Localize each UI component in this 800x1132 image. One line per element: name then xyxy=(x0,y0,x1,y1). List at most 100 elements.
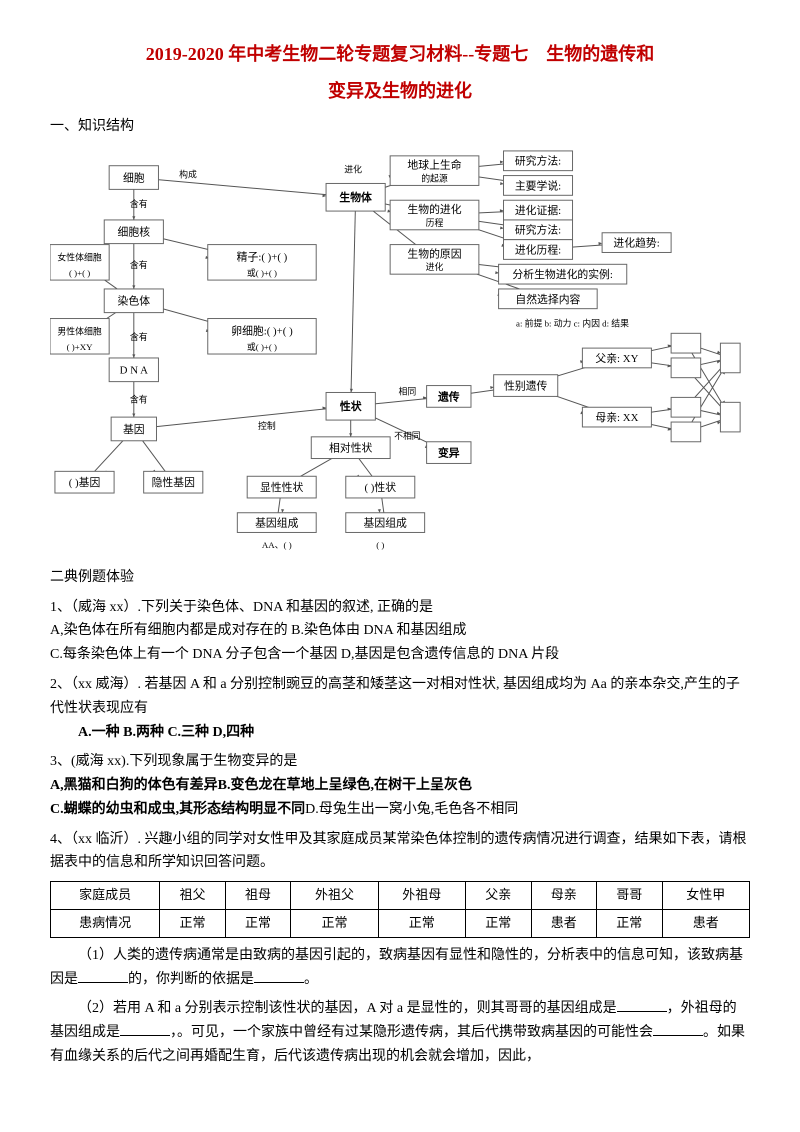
svg-text:进化: 进化 xyxy=(426,261,444,272)
table-data-cell: 正常 xyxy=(597,910,663,938)
svg-text:相对性状: 相对性状 xyxy=(329,441,372,455)
svg-text:含有: 含有 xyxy=(130,259,148,270)
table-header-cell: 家庭成员 xyxy=(51,882,160,910)
svg-text:( ): ( ) xyxy=(376,540,384,550)
blank-field[interactable] xyxy=(254,969,304,983)
svg-text:分析生物进化的实例:: 分析生物进化的实例: xyxy=(512,267,612,281)
svg-text:男性体细胞: 男性体细胞 xyxy=(57,325,101,336)
svg-text:不相同: 不相同 xyxy=(394,430,421,441)
svg-text:( )性状: ( )性状 xyxy=(364,480,396,494)
svg-text:或( )+( ): 或( )+( ) xyxy=(247,341,277,352)
svg-text:性别遗传: 性别遗传 xyxy=(504,378,547,392)
sq2-text-a: 若用 A 和 a 分别表示控制该性状的基因，A 对 a 是显性的，则其哥哥的基因… xyxy=(113,1001,617,1016)
q3-opts-c: C.蝴蝶的幼虫和成虫,其形态结构明显不同 xyxy=(50,802,305,817)
svg-text:含有: 含有 xyxy=(130,198,148,209)
svg-text:含有: 含有 xyxy=(130,393,148,404)
svg-text:女性体细胞: 女性体细胞 xyxy=(57,251,101,262)
svg-text:显性性状: 显性性状 xyxy=(260,480,303,494)
table-data-cell: 正常 xyxy=(225,910,291,938)
q2-opts: A.一种 B.两种 C.三种 D,四种 xyxy=(50,725,254,740)
table-header-cell: 祖母 xyxy=(225,882,291,910)
blank-field[interactable] xyxy=(653,1022,703,1036)
table-data-cell: 正常 xyxy=(378,910,465,938)
q4-src: （xx 临沂） xyxy=(71,832,138,847)
sub-question-1: （1）人类的遗传病通常是由致病的基因引起的，致病基因有显性和隐性的，分析表中的信… xyxy=(50,944,750,992)
q2-num: 2、 xyxy=(50,677,71,692)
table-data-cell: 患者 xyxy=(531,910,597,938)
svg-text:父亲: XY: 父亲: XY xyxy=(595,351,638,365)
table-header-cell: 母亲 xyxy=(531,882,597,910)
table-header-cell: 哥哥 xyxy=(597,882,663,910)
q1-src: （威海 xx） xyxy=(71,600,138,615)
svg-text:的起源: 的起源 xyxy=(421,172,448,183)
svg-text:研究方法:: 研究方法: xyxy=(515,154,561,168)
table-header-cell: 父亲 xyxy=(465,882,531,910)
svg-text:构成: 构成 xyxy=(179,169,197,180)
svg-text:染色体: 染色体 xyxy=(118,294,151,308)
svg-text:地球上生命: 地球上生命 xyxy=(407,158,461,172)
svg-text:历程: 历程 xyxy=(426,218,444,228)
svg-text:遗传: 遗传 xyxy=(437,389,460,403)
svg-text:主要学说:: 主要学说: xyxy=(515,178,561,192)
blank-field[interactable] xyxy=(120,1022,170,1036)
diagram-svg: 细胞细胞核染色体D N A基因生物体精子:( )+( )或( )+( )卵细胞:… xyxy=(50,146,750,555)
knowledge-diagram: 细胞细胞核染色体D N A基因生物体精子:( )+( )或( )+( )卵细胞:… xyxy=(50,146,750,555)
q3-stem: .下列现象属于生物变异的是 xyxy=(126,754,298,769)
table-header-cell: 祖父 xyxy=(160,882,226,910)
question-4: 4、（xx 临沂）. 兴趣小组的同学对女性甲及其家庭成员某常染色体控制的遗传病情… xyxy=(50,828,750,876)
questions-container: 1、（威海 xx）.下列关于染色体、DNA 和基因的叙述, 正确的是 A,染色体… xyxy=(50,596,750,1069)
q3-opts-ab: A,黑猫和白狗的体色有差异B.变色龙在草地上呈绿色,在树干上呈灰色 xyxy=(50,778,472,793)
svg-text:自然选择内容: 自然选择内容 xyxy=(515,292,580,306)
document-title-line1: 2019-2020 年中考生物二轮专题复习材料--专题七 生物的遗传和 xyxy=(50,40,750,69)
svg-text:进化: 进化 xyxy=(344,164,362,175)
svg-text:( )+XY: ( )+XY xyxy=(67,342,94,352)
q2-src: （xx 威海） xyxy=(71,677,138,692)
svg-text:生物的原因: 生物的原因 xyxy=(407,246,461,260)
blank-field[interactable] xyxy=(617,998,667,1012)
svg-text:精子:( )+( ): 精子:( )+( ) xyxy=(237,250,288,263)
q3-src: (威海 xx) xyxy=(71,754,126,769)
svg-text:控制: 控制 xyxy=(258,420,276,431)
svg-text:a: 前提 b: 动力 c: 内因 d: 结果: a: 前提 b: 动力 c: 内因 d: 结果 xyxy=(516,317,629,328)
svg-text:AA、( ): AA、( ) xyxy=(262,540,292,550)
sub-question-2: （2）若用 A 和 a 分别表示控制该性状的基因，A 对 a 是显性的，则其哥哥… xyxy=(50,997,750,1068)
q2-stem: . 若基因 A 和 a 分别控制豌豆的高茎和矮茎这一对相对性状, 基因组成均为 … xyxy=(50,677,740,716)
section2-header: 二典例题体验 xyxy=(50,567,750,589)
section1-header: 一、知识结构 xyxy=(50,116,750,138)
family-table: 家庭成员祖父祖母外祖父外祖母父亲母亲哥哥女性甲患病情况正常正常正常正常正常患者正… xyxy=(50,881,750,938)
svg-text:( )+( ): ( )+( ) xyxy=(69,268,90,278)
q3-num: 3、 xyxy=(50,754,71,769)
table-data-cell: 患者 xyxy=(662,910,749,938)
sq1-text-c: 。 xyxy=(304,972,318,987)
q4-stem: . 兴趣小组的同学对女性甲及其家庭成员某常染色体控制的遗传病情况进行调查，结果如… xyxy=(50,832,747,871)
svg-text:母亲: XX: 母亲: XX xyxy=(595,410,638,424)
svg-text:进化历程:: 进化历程: xyxy=(515,242,561,256)
svg-text:卵细胞:( )+( ): 卵细胞:( )+( ) xyxy=(231,324,293,337)
svg-text:细胞核: 细胞核 xyxy=(118,225,151,239)
svg-text:生物体: 生物体 xyxy=(339,190,372,204)
svg-text:隐性基因: 隐性基因 xyxy=(152,475,195,489)
svg-text:生物的进化: 生物的进化 xyxy=(407,202,461,216)
svg-text:细胞: 细胞 xyxy=(123,171,145,184)
q1-stem: .下列关于染色体、DNA 和基因的叙述, 正确的是 xyxy=(138,600,434,615)
table-data-cell: 患病情况 xyxy=(51,910,160,938)
svg-text:性状: 性状 xyxy=(340,399,362,413)
sq2-text-c: ，。可见，一个家族中曾经有过某隐形遗传病，其后代携带致病基因的可能性会 xyxy=(170,1025,653,1040)
question-3: 3、(威海 xx).下列现象属于生物变异的是 A,黑猫和白狗的体色有差异B.变色… xyxy=(50,750,750,821)
question-2: 2、（xx 威海）. 若基因 A 和 a 分别控制豌豆的高茎和矮茎这一对相对性状… xyxy=(50,673,750,744)
blank-field[interactable] xyxy=(78,969,128,983)
svg-text:D N A: D N A xyxy=(120,365,148,377)
svg-text:进化趋势:: 进化趋势: xyxy=(613,236,659,250)
table-header-cell: 外祖父 xyxy=(291,882,378,910)
svg-text:变异: 变异 xyxy=(438,446,460,460)
sq1-label: （1） xyxy=(50,948,113,963)
svg-text:进化证据:: 进化证据: xyxy=(515,203,561,217)
table-header-cell: 女性甲 xyxy=(662,882,749,910)
table-header-cell: 外祖母 xyxy=(378,882,465,910)
sq1-text-b: 的，你判断的依据是 xyxy=(128,972,254,987)
q1-num: 1、 xyxy=(50,600,71,615)
svg-text:基因组成: 基因组成 xyxy=(364,516,407,530)
svg-text:含有: 含有 xyxy=(130,331,148,342)
svg-text:相同: 相同 xyxy=(399,385,417,396)
table-data-cell: 正常 xyxy=(465,910,531,938)
